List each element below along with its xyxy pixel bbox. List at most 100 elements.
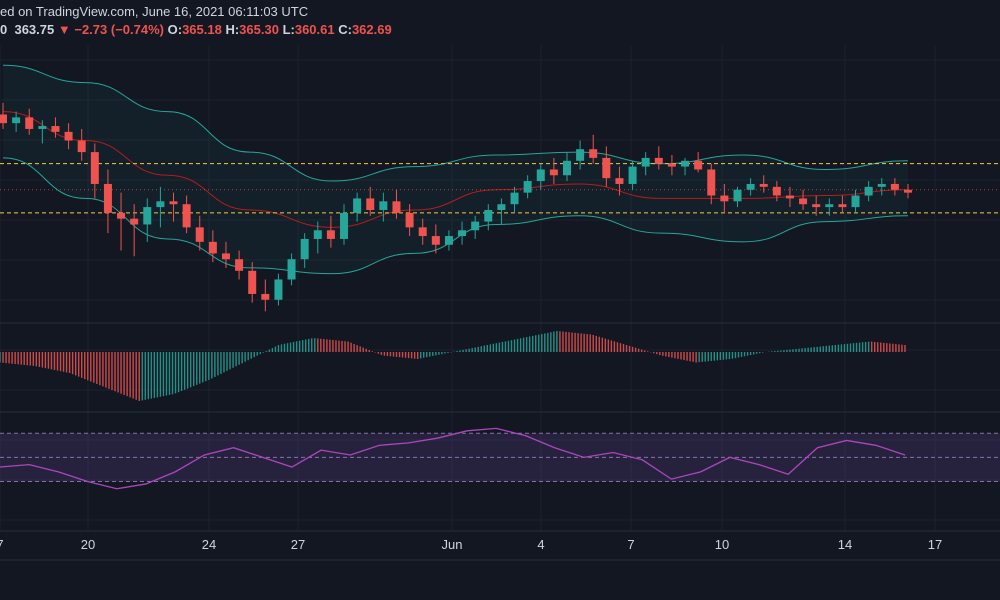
candle-body (353, 198, 362, 213)
candle-body (523, 181, 532, 193)
candle-body (221, 253, 230, 260)
open-label: O: (167, 22, 183, 37)
candle-body (444, 236, 453, 245)
candle-body (562, 160, 571, 176)
rsi-indicator (0, 427, 1000, 490)
candle-body (890, 183, 899, 190)
candle-body (287, 259, 296, 280)
candle-body (248, 270, 257, 294)
candle-body (103, 183, 112, 213)
candle-body (681, 160, 690, 167)
candle-body (654, 157, 663, 164)
candle-body (366, 198, 375, 210)
candle-body (667, 163, 676, 167)
x-tick-label: 4 (537, 537, 544, 552)
candle-body (38, 126, 47, 129)
candle-body (182, 204, 191, 228)
candle-body (825, 204, 834, 208)
horizontal-levels (0, 163, 1000, 214)
x-tick-label: 27 (291, 537, 305, 552)
candle-body (733, 189, 742, 202)
candle-body (274, 279, 283, 300)
candle-body (418, 227, 427, 237)
candle-body (12, 117, 21, 124)
x-tick-label: 20 (81, 537, 95, 552)
x-tick-label: 7 (627, 537, 634, 552)
candle-body (392, 201, 401, 213)
candle-body (589, 149, 598, 158)
candle-body (838, 204, 847, 208)
candle-body (313, 230, 322, 239)
candle-body (90, 152, 99, 184)
low-value: 360.61 (294, 22, 335, 37)
candle-body (746, 183, 755, 190)
candle-body (759, 183, 768, 187)
candle-body (785, 195, 794, 199)
candle-body (235, 259, 244, 271)
candle-body (77, 140, 86, 153)
price-change: −2.73 (−0.74%) (74, 22, 164, 37)
candle-body (169, 201, 178, 205)
candle-body (117, 212, 126, 219)
high-label: H: (225, 22, 240, 37)
candle-body (300, 238, 309, 260)
candles (0, 102, 912, 312)
candle-body (25, 117, 34, 129)
last-price: 363.75 (14, 22, 55, 37)
candle-body (799, 198, 808, 205)
candle-body (707, 169, 716, 196)
oscillator-histogram (0, 331, 906, 401)
candle-body (510, 192, 519, 205)
rsi-line (0, 427, 906, 490)
candle-body (694, 160, 703, 170)
x-tick-label: 17 (928, 537, 942, 552)
candle-body (812, 204, 821, 208)
candle-body (720, 195, 729, 202)
open-value: 365.18 (182, 22, 222, 37)
x-tick-label: Jun (442, 537, 463, 552)
candle-body (326, 230, 335, 239)
candle-body (864, 186, 873, 196)
x-tick-label: 10 (715, 537, 729, 552)
published-caption: ed on TradingView.com, June 16, 2021 06:… (0, 4, 309, 19)
lower-band (2, 157, 909, 275)
candle-body (64, 131, 73, 141)
candle-body (51, 126, 60, 132)
band-fill (3, 65, 908, 274)
candle-body (497, 204, 506, 210)
candle-body (576, 149, 585, 161)
candle-body (772, 186, 781, 196)
pane-separators (0, 322, 1000, 561)
x-tick-label: 7 (0, 537, 4, 552)
candle-body (143, 207, 152, 225)
candle-body (484, 210, 493, 222)
candle-body (0, 114, 7, 124)
candle-body (156, 201, 165, 208)
candle-body (904, 189, 912, 193)
candle-body (379, 201, 388, 210)
candle-body (208, 241, 217, 254)
x-tick-label: 24 (202, 537, 216, 552)
candle-body (130, 218, 139, 225)
candle-body (877, 183, 886, 187)
bollinger-bands (2, 64, 909, 275)
down-arrow-icon: ▼ (57, 22, 71, 37)
candle-body (195, 227, 204, 242)
candle-body (851, 195, 860, 208)
high-value: 365.30 (239, 22, 279, 37)
candle-body (405, 212, 414, 228)
candle-body (628, 166, 637, 184)
candle-body (641, 157, 650, 167)
ohlc-legend: 0 363.75 ▼ −2.73 (−0.74%) O:365.18 H:365… (0, 22, 392, 37)
low-label: L: (282, 22, 295, 37)
symbol-tail: 0 (0, 22, 8, 37)
close-label: C: (338, 22, 352, 37)
candle-body (340, 212, 349, 239)
x-axis: 7 20 24 27 Jun 4 7 10 14 17 (0, 537, 942, 552)
candle-body (602, 157, 611, 179)
candle-body (261, 293, 270, 300)
candle-body (536, 169, 545, 182)
close-value: 362.69 (351, 22, 392, 37)
candle-body (471, 221, 480, 231)
